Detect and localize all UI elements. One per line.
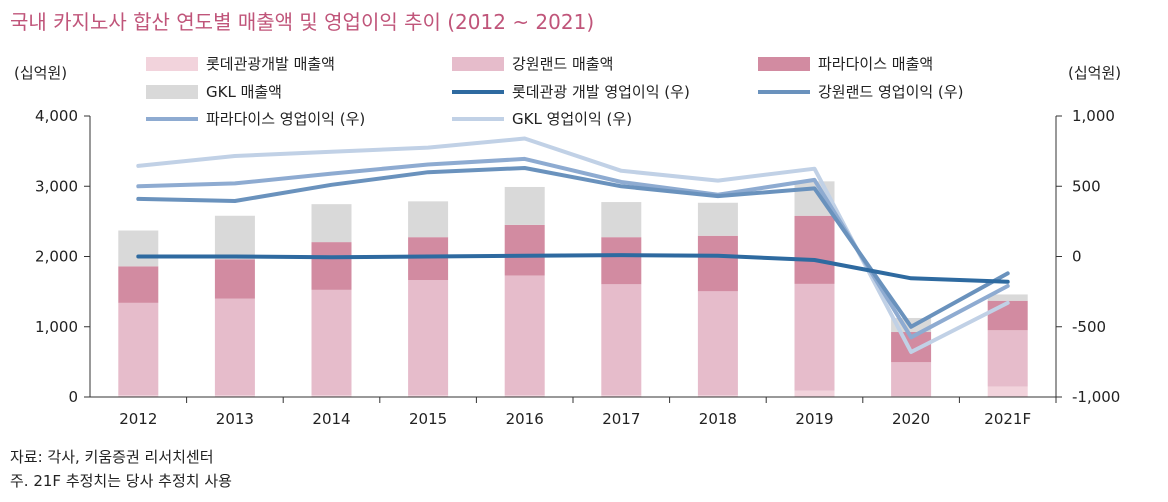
x-tick-label: 2015 <box>409 410 447 428</box>
bar-segment <box>794 390 835 397</box>
right-tick-label: 500 <box>1072 177 1101 195</box>
right-tick-label: 0 <box>1072 248 1082 266</box>
left-tick-label: 3,000 <box>35 177 78 195</box>
legend-swatch <box>452 56 504 71</box>
legend-label: 파라다이스 영업이익 (우) <box>206 110 366 128</box>
legend-swatch <box>146 56 198 71</box>
bar-segment <box>697 395 738 397</box>
legend-item-gkl-op: GKL 영업이익 (우) <box>452 108 632 129</box>
estimate-note: 주. 21F 추정치는 당사 추정치 사용 <box>10 472 232 490</box>
legend-label: GKL 영업이익 (우) <box>512 110 633 128</box>
legend-swatch <box>452 116 504 121</box>
bar-segment <box>408 237 449 281</box>
legend-swatch <box>758 89 810 94</box>
bar-segment <box>987 386 1028 397</box>
bar-segment <box>408 280 449 396</box>
legend-item-kangwon-op: 강원랜드 영업이익 (우) <box>758 81 963 102</box>
bar-segment <box>504 395 545 397</box>
bar-segment <box>311 204 352 243</box>
bar-segment <box>794 283 835 391</box>
legend-label: 파라다이스 매출액 <box>818 55 934 73</box>
bar-segment <box>601 284 642 396</box>
bar-segment <box>311 395 352 397</box>
bar-segment <box>697 291 738 396</box>
bar-segment <box>118 266 159 303</box>
legend-swatch <box>146 116 198 121</box>
bar-segment <box>504 275 545 396</box>
legend-item-paradise-sales: 파라다이스 매출액 <box>758 53 933 74</box>
bar-segment <box>891 395 932 397</box>
bar-segment <box>504 186 545 225</box>
bar-segment <box>987 294 1028 301</box>
x-tick-label: 2017 <box>602 410 640 428</box>
x-tick-label: 2021F <box>984 410 1031 428</box>
x-tick-label: 2018 <box>699 410 737 428</box>
x-tick-label: 2012 <box>119 410 157 428</box>
bar-segment <box>601 237 642 285</box>
legend-swatch <box>452 89 504 94</box>
legend-item-lotte-sales: 롯데관광개발 매출액 <box>146 53 335 74</box>
legend-item-lotte-op: 롯데관광 개발 영업이익 (우) <box>452 81 690 102</box>
bar-segment <box>504 224 545 276</box>
chart-title: 국내 카지노사 합산 연도별 매출액 및 영업이익 추이 (2012 ~ 202… <box>10 10 595 34</box>
x-tick-label: 2020 <box>892 410 930 428</box>
x-tick-label: 2019 <box>795 410 833 428</box>
series-line <box>136 156 1010 340</box>
source-note: 자료: 각사, 키움증권 리서치센터 <box>10 448 214 466</box>
right-tick-label: -1,000 <box>1072 388 1120 406</box>
bar-segment <box>118 230 159 267</box>
left-tick-label: 4,000 <box>35 107 78 125</box>
bar-segment <box>601 395 642 397</box>
bar-segment <box>118 302 159 396</box>
series-line <box>136 253 1010 284</box>
left-axis-unit: (십억원) <box>14 64 68 82</box>
legend-label: 롯데관광개발 매출액 <box>206 55 335 73</box>
bar-segment <box>214 215 255 260</box>
right-axis-unit: (십억원) <box>1068 64 1122 82</box>
bar-segment <box>697 202 738 236</box>
legend-item-kangwon-sales: 강원랜드 매출액 <box>452 53 613 74</box>
legend-swatch <box>758 56 810 71</box>
right-tick-label: -500 <box>1072 318 1106 336</box>
bar-segment <box>987 300 1028 331</box>
x-tick-label: 2013 <box>216 410 254 428</box>
legend-item-gkl-sales: GKL 매출액 <box>146 81 282 102</box>
x-tick-label: 2016 <box>506 410 544 428</box>
bar-segment <box>214 298 255 396</box>
legend-swatch <box>146 84 198 99</box>
series-line <box>136 166 1010 329</box>
bar-segment <box>601 202 642 238</box>
bar-segment <box>311 242 352 290</box>
bar-segment <box>697 235 738 292</box>
bar-segment <box>311 289 352 396</box>
bar-segment <box>794 215 835 284</box>
bar-segment <box>408 201 449 238</box>
bar-segment <box>118 395 159 397</box>
bar-segment <box>214 395 255 397</box>
left-tick-label: 1,000 <box>35 318 78 336</box>
bar-segment <box>408 395 449 397</box>
legend-label: 강원랜드 영업이익 (우) <box>818 83 964 101</box>
legend-label: GKL 매출액 <box>206 83 282 101</box>
bar-segment <box>987 330 1028 387</box>
legend-item-paradise-op: 파라다이스 영업이익 (우) <box>146 108 365 129</box>
legend-label: 롯데관광 개발 영업이익 (우) <box>512 83 690 101</box>
right-tick-label: 1,000 <box>1072 107 1115 125</box>
left-tick-label: 0 <box>68 388 78 406</box>
bar-segment <box>214 259 255 299</box>
left-tick-label: 2,000 <box>35 248 78 266</box>
legend-label: 강원랜드 매출액 <box>512 55 614 73</box>
x-tick-label: 2014 <box>312 410 350 428</box>
bar-segment <box>891 362 932 396</box>
